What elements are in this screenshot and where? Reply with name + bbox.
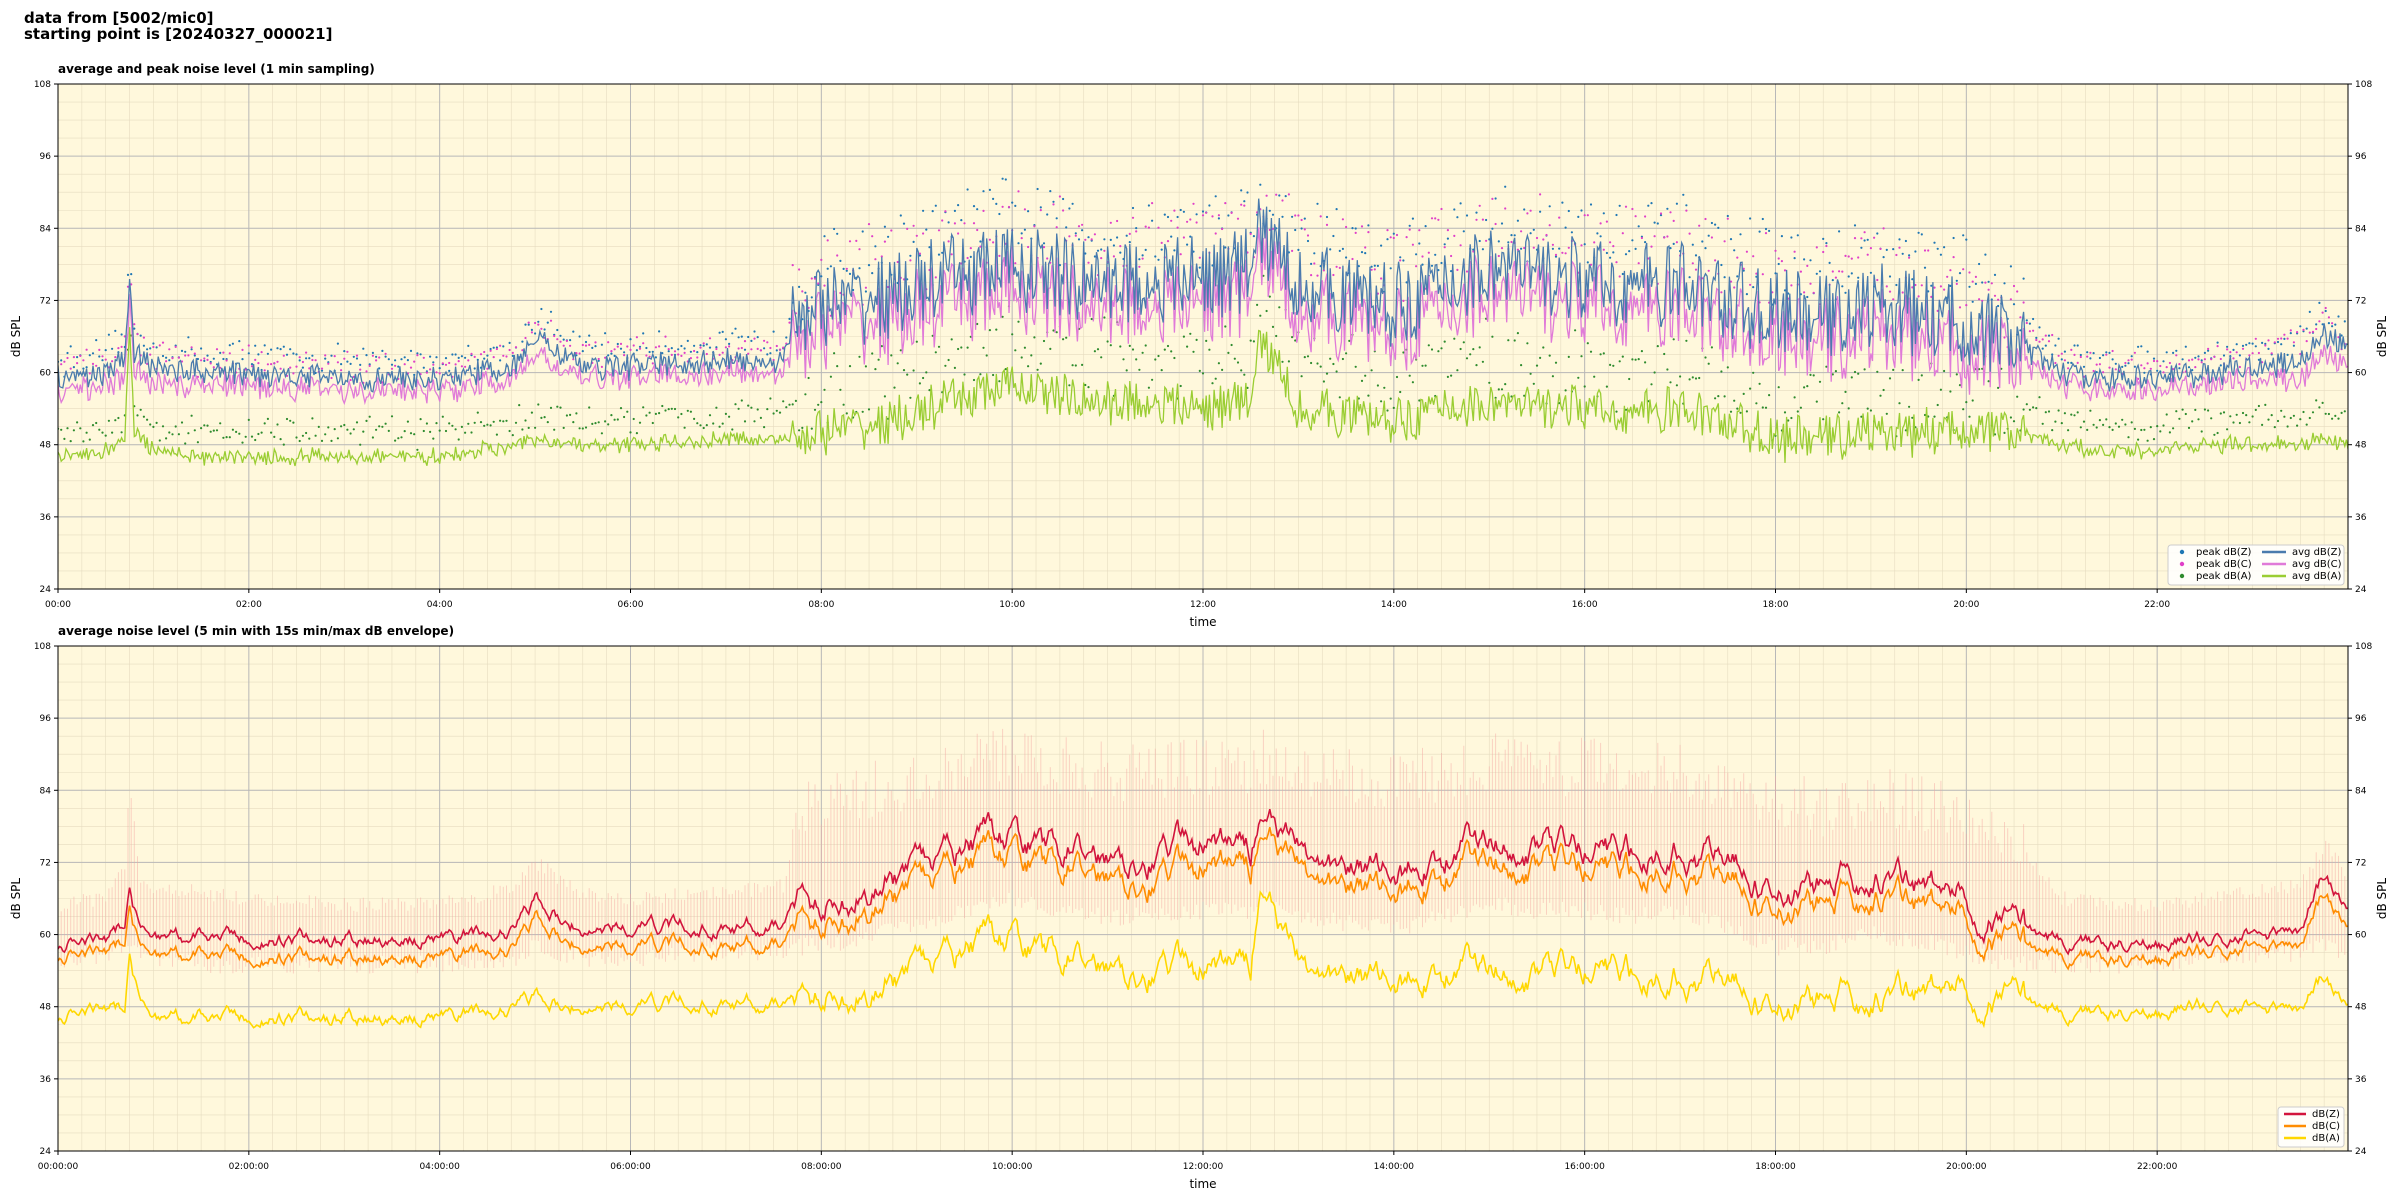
legend-entry: peak dB(C) [2196,559,2252,570]
y-tick-left: 108 [34,80,51,90]
y-axis-label-right: dB SPL [2375,878,2389,920]
x-axis-label: time [1189,1177,1216,1191]
y-tick-left: 96 [40,714,52,724]
x-tick-label: 08:00 [808,600,834,610]
legend-entry: peak dB(A) [2196,571,2252,582]
y-tick-right: 108 [2355,642,2372,652]
y-tick-left: 96 [40,152,52,162]
x-tick-label: 20:00:00 [1946,1162,1987,1172]
y-tick-left: 108 [34,642,51,652]
x-tick-label: 20:00 [1953,600,1979,610]
y-tick-right: 24 [2355,585,2367,595]
legend-entry: dB(C) [2312,1121,2340,1132]
legend-entry: peak dB(Z) [2196,547,2252,558]
y-tick-right: 60 [2355,369,2367,379]
series-avg-db-c- [58,225,2348,406]
x-tick-label: 22:00 [2144,600,2170,610]
y-tick-right: 72 [2355,296,2366,306]
chart-panel-1: 24 24 36 36 48 48 60 60 72 72 84 84 96 96 108 108 00:00 0… [9,62,2389,629]
x-tick-label: 02:00 [236,600,262,610]
x-tick-label: 02:00:00 [229,1162,270,1172]
legend-box [2167,544,2345,586]
series-db-a- [58,890,2348,1029]
panel-title: average and peak noise level (1 min samp… [58,62,375,76]
legend-marker [2179,549,2185,555]
y-tick-left: 72 [40,858,51,868]
y-tick-left: 72 [40,296,51,306]
x-tick-label: 04:00:00 [419,1162,460,1172]
y-tick-left: 84 [40,786,52,796]
y-tick-right: 36 [2355,513,2367,523]
series-peak-db-a- [58,274,2346,451]
y-tick-right: 48 [2355,441,2367,451]
axis-ticks: 24 24 36 36 48 48 60 60 72 72 84 84 96 96 108 108 00:00 0… [34,80,2373,610]
legend-entry: dB(Z) [2312,1109,2340,1120]
legend-entry: dB(A) [2312,1133,2340,1144]
y-tick-right: 36 [2355,1075,2367,1085]
x-tick-label: 16:00:00 [1564,1162,1605,1172]
header-source-line: data from [5002/mic0] [24,9,214,27]
series-db-z- [58,809,2348,956]
y-tick-left: 60 [40,369,52,379]
y-tick-right: 60 [2355,931,2367,941]
envelope-band [58,728,2346,974]
x-tick-label: 18:00:00 [1755,1162,1796,1172]
chart-panel-2: 24 24 36 36 48 48 60 60 72 72 84 84 96 96 108 108 00:00:… [9,624,2389,1191]
x-tick-label: 14:00:00 [1374,1162,1415,1172]
panel-title: average noise level (5 min with 15s min/… [58,624,454,638]
header-start-line: starting point is [20240327_000021] [24,25,333,43]
x-tick-label: 04:00 [427,600,453,610]
x-axis-label: time [1189,615,1216,629]
x-tick-label: 00:00:00 [38,1162,79,1172]
y-tick-right: 96 [2355,152,2367,162]
y-tick-right: 72 [2355,858,2366,868]
x-tick-label: 12:00 [1190,600,1216,610]
x-tick-label: 06:00:00 [610,1162,651,1172]
legend-entry: avg dB(C) [2292,559,2342,570]
x-tick-label: 10:00 [999,600,1025,610]
y-tick-left: 36 [40,513,52,523]
data-layer [58,177,2348,467]
legend-entry: avg dB(Z) [2292,547,2342,558]
y-tick-right: 108 [2355,80,2372,90]
y-tick-left: 84 [40,224,52,234]
y-tick-right: 84 [2355,786,2367,796]
legend-entry: avg dB(A) [2292,571,2342,582]
axis-ticks: 24 24 36 36 48 48 60 60 72 72 84 84 96 96 108 108 00:00:… [34,642,2373,1172]
y-tick-left: 24 [40,1147,52,1157]
x-tick-label: 18:00 [1763,600,1789,610]
series-avg-db-z- [58,198,2348,393]
x-tick-label: 08:00:00 [801,1162,842,1172]
y-axis-label-left: dB SPL [9,878,23,920]
legend: dB(Z)dB(C)dB(A) [2277,1106,2345,1148]
x-tick-label: 10:00:00 [992,1162,1033,1172]
x-tick-label: 00:00 [45,600,71,610]
legend-marker [2179,573,2185,579]
y-tick-left: 48 [40,441,52,451]
y-tick-left: 24 [40,585,52,595]
x-tick-label: 12:00:00 [1183,1162,1224,1172]
y-axis-label-right: dB SPL [2375,316,2389,358]
y-tick-right: 24 [2355,1147,2367,1157]
x-tick-label: 06:00 [618,600,644,610]
series-db-c- [58,827,2348,971]
y-axis-label-left: dB SPL [9,316,23,358]
data-layer [58,728,2348,1029]
y-tick-left: 48 [40,1003,52,1013]
report-header: data from [5002/mic0] starting point is … [24,10,332,42]
x-tick-label: 16:00 [1572,600,1598,610]
series-avg-db-a- [58,327,2348,467]
x-tick-label: 22:00:00 [2137,1162,2178,1172]
legend: peak dB(Z) avg dB(Z) peak dB(C) avg dB(C) pe… [2167,544,2345,586]
x-tick-label: 14:00 [1381,600,1407,610]
y-tick-left: 36 [40,1075,52,1085]
y-tick-right: 48 [2355,1003,2367,1013]
y-tick-right: 96 [2355,714,2367,724]
y-tick-left: 60 [40,931,52,941]
y-tick-right: 84 [2355,224,2367,234]
legend-marker [2179,561,2185,567]
